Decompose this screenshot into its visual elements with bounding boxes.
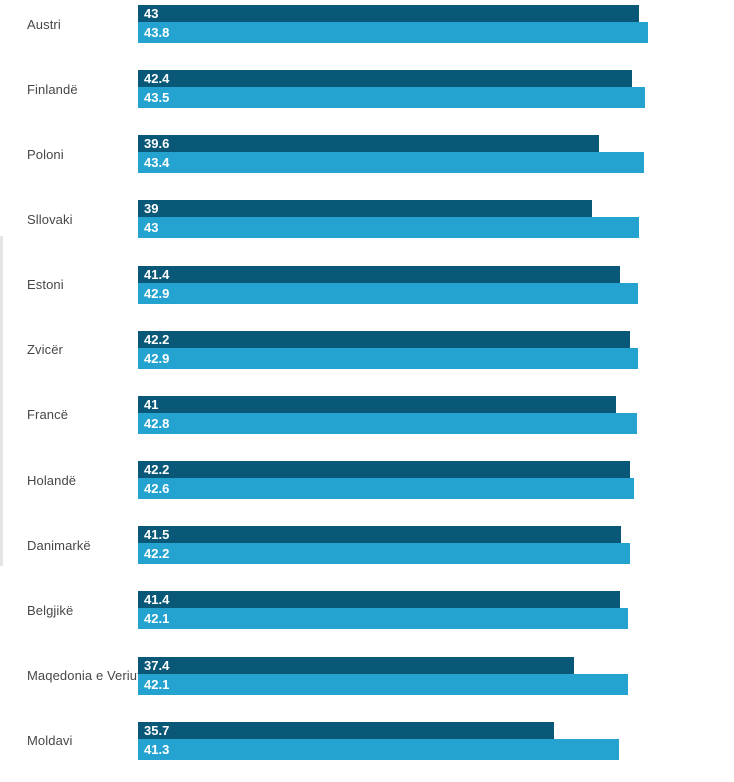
bar-series-1[interactable]: 42.4 (138, 70, 632, 88)
bar-series-1[interactable]: 42.2 (138, 330, 630, 348)
bar-value-label-series-1: 41 (144, 396, 159, 412)
bar-value-label-series-2: 43.5 (144, 90, 170, 106)
bar-series-1[interactable]: 37.4 (138, 656, 574, 674)
bar-series-2[interactable]: 41.3 (138, 738, 620, 760)
bar-value-label-series-2: 43.4 (144, 155, 170, 171)
bar-series-1[interactable]: 41.5 (138, 526, 622, 544)
category-label: Moldavi (27, 733, 73, 749)
category-label: Sllovaki (27, 211, 73, 227)
scrollbar-fragment[interactable] (0, 236, 3, 566)
bar-group: 35.7 41.3 (138, 721, 620, 760)
chart-row: Danimarkë 41.5 42.2 (0, 521, 734, 586)
bar-series-1[interactable]: 41.4 (138, 265, 621, 283)
category-label: Danimarkë (27, 537, 91, 553)
bar-series-2[interactable]: 42.9 (138, 282, 638, 304)
bar-value-label-series-1: 39 (144, 201, 159, 217)
category-label: Poloni (27, 146, 64, 162)
bar-value-label-series-2: 41.3 (144, 741, 170, 757)
bar-group: 42.2 42.6 (138, 461, 635, 500)
bar-value-label-series-1: 41.4 (144, 266, 170, 282)
bar-series-2[interactable]: 43 (138, 217, 639, 239)
bar-group: 37.4 42.1 (138, 656, 629, 695)
bar-value-label-series-1: 39.6 (144, 136, 170, 152)
chart-row: Estoni 41.4 42.9 (0, 261, 734, 326)
bar-value-label-series-2: 42.9 (144, 285, 170, 301)
bar-group: 41.4 42.9 (138, 265, 638, 304)
bar-value-label-series-2: 42.2 (144, 546, 170, 562)
bar-series-1[interactable]: 39.6 (138, 135, 600, 153)
bar-series-1[interactable]: 41.4 (138, 591, 621, 609)
chart-row: Belgjikë 41.4 42.1 (0, 586, 734, 651)
category-label: Finlandë (27, 81, 78, 97)
bar-value-label-series-1: 42.2 (144, 462, 170, 478)
bar-series-2[interactable]: 42.1 (138, 673, 629, 695)
category-label: Holandë (27, 472, 77, 488)
chart-row: Francë 41 42.8 (0, 391, 734, 456)
bar-value-label-series-1: 37.4 (144, 657, 170, 673)
bar-value-label-series-2: 43.8 (144, 25, 170, 40)
bar-series-2[interactable]: 43.5 (138, 87, 645, 109)
bar-series-1[interactable]: 42.2 (138, 461, 630, 479)
category-label: Estoni (27, 277, 64, 293)
bar-series-1[interactable]: 35.7 (138, 721, 554, 739)
bar-value-label-series-1: 43 (144, 6, 159, 21)
bar-value-label-series-1: 42.2 (144, 331, 170, 347)
bar-value-label-series-1: 35.7 (144, 722, 170, 738)
bar-value-label-series-2: 42.1 (144, 611, 170, 627)
bar-series-2[interactable]: 43.4 (138, 152, 644, 174)
chart-row: Sllovaki 39 43 (0, 195, 734, 260)
bar-group: 41.5 42.2 (138, 526, 630, 565)
category-label: Austri (27, 16, 61, 32)
bar-value-label-series-1: 41.5 (144, 527, 170, 543)
chart-row: Poloni 39.6 43.4 (0, 130, 734, 195)
bar-value-label-series-1: 41.4 (144, 592, 170, 608)
bar-series-2[interactable]: 42.2 (138, 543, 630, 565)
bar-value-label-series-2: 42.1 (144, 676, 170, 692)
bar-value-label-series-2: 42.8 (144, 415, 170, 431)
bar-series-1[interactable]: 39 (138, 200, 593, 218)
bar-value-label-series-1: 42.4 (144, 71, 170, 87)
category-label: Francë (27, 407, 69, 423)
bar-series-1[interactable]: 43 (138, 5, 639, 22)
bar-series-2[interactable]: 42.8 (138, 412, 637, 434)
bar-value-label-series-2: 42.9 (144, 350, 170, 366)
bar-group: 39 43 (138, 200, 639, 239)
bar-series-2[interactable]: 43.8 (138, 22, 649, 43)
bar-value-label-series-2: 42.6 (144, 481, 170, 497)
category-label: Zvicër (27, 342, 63, 358)
bar-group: 42.4 43.5 (138, 70, 645, 109)
bar-group: 41 42.8 (138, 395, 637, 434)
chart-row: Maqedonia e Veriut 37.4 42.1 (0, 652, 734, 717)
chart-row: Finlandë 42.4 43.5 (0, 65, 734, 130)
bar-group: 39.6 43.4 (138, 135, 644, 174)
chart-row: Austri 43 43.8 (0, 0, 734, 65)
category-label: Maqedonia e Veriut (27, 668, 141, 684)
bar-series-2[interactable]: 42.9 (138, 347, 638, 369)
bar-series-1[interactable]: 41 (138, 395, 616, 413)
category-label: Belgjikë (27, 602, 74, 618)
bar-series-2[interactable]: 42.6 (138, 478, 635, 500)
bar-series-2[interactable]: 42.1 (138, 608, 629, 630)
chart-row: Moldavi 35.7 41.3 (0, 717, 734, 782)
bar-group: 43 43.8 (138, 5, 649, 43)
chart-row: Zvicër 42.2 42.9 (0, 326, 734, 391)
chart-row: Holandë 42.2 42.6 (0, 456, 734, 521)
bar-group: 42.2 42.9 (138, 330, 638, 369)
bar-group: 41.4 42.1 (138, 591, 629, 630)
bar-value-label-series-2: 43 (144, 220, 159, 236)
